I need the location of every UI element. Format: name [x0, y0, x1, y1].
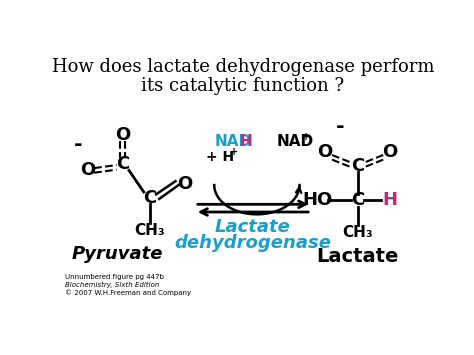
Text: -: -	[336, 117, 345, 137]
Text: O: O	[80, 162, 96, 179]
Text: O: O	[318, 143, 333, 161]
Text: © 2007 W.H.Freeman and Company: © 2007 W.H.Freeman and Company	[65, 290, 191, 296]
Text: CH₃: CH₃	[135, 223, 165, 238]
Text: its catalytic function ?: its catalytic function ?	[141, 77, 345, 95]
Text: +: +	[230, 147, 238, 157]
Text: C: C	[116, 155, 129, 173]
Text: +: +	[302, 132, 310, 142]
Text: Pyruvate: Pyruvate	[72, 245, 163, 263]
Text: H: H	[383, 191, 398, 209]
Text: O: O	[383, 143, 398, 161]
Text: Lactate: Lactate	[215, 218, 291, 236]
Text: C: C	[351, 157, 364, 175]
Text: How does lactate dehydrogenase perform: How does lactate dehydrogenase perform	[52, 58, 434, 76]
Text: Lactate: Lactate	[317, 247, 399, 266]
Text: Unnumbered figure pg 447b: Unnumbered figure pg 447b	[65, 274, 164, 280]
Text: C: C	[143, 189, 156, 207]
Text: O: O	[177, 175, 192, 193]
Text: H: H	[240, 134, 253, 149]
Text: dehydrogenase: dehydrogenase	[174, 234, 331, 252]
Text: C: C	[351, 191, 364, 209]
Text: + H: + H	[207, 149, 235, 164]
Text: NAD: NAD	[214, 134, 251, 149]
Text: -: -	[73, 135, 82, 155]
Text: Biochemistry, Sixth Edition: Biochemistry, Sixth Edition	[65, 282, 160, 288]
Text: CH₃: CH₃	[342, 225, 373, 240]
Text: NAD: NAD	[276, 134, 313, 149]
Text: O: O	[115, 126, 130, 144]
Text: HO: HO	[302, 191, 332, 209]
